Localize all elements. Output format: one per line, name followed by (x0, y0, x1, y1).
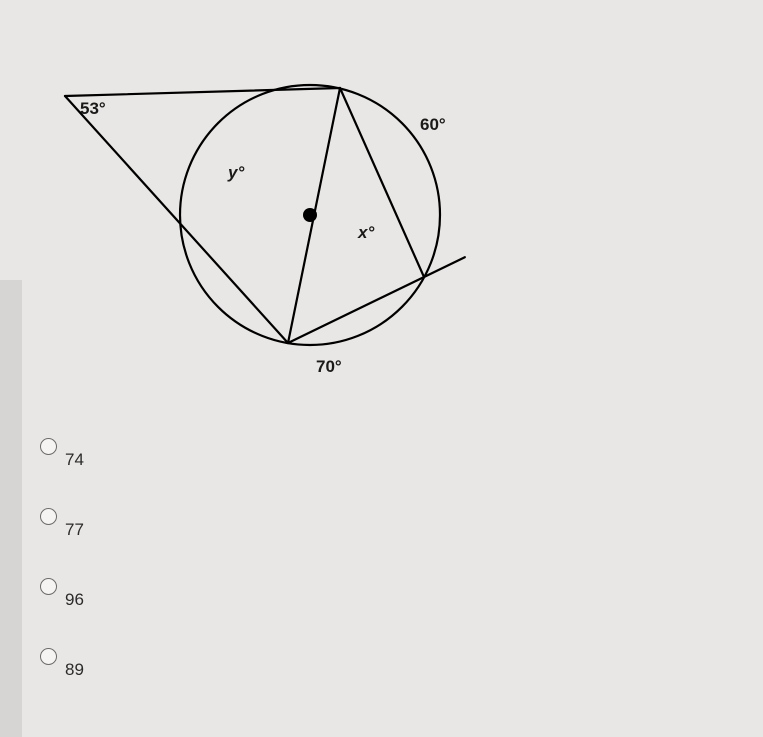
svg-text:70°: 70° (316, 357, 342, 376)
option-0[interactable]: 74 (40, 440, 84, 470)
option-1[interactable]: 77 (40, 510, 84, 540)
answer-options: 74 77 96 89 (40, 440, 84, 680)
svg-text:y°: y° (227, 163, 244, 182)
circle-diagram: 53° 60° 70° y° x° (20, 40, 520, 410)
option-label: 96 (65, 590, 84, 610)
option-label: 77 (65, 520, 84, 540)
option-label: 89 (65, 660, 84, 680)
svg-text:53°: 53° (80, 99, 106, 118)
radio-icon[interactable] (40, 508, 57, 525)
option-2[interactable]: 96 (40, 580, 84, 610)
page: 53° 60° 70° y° x° 74 77 96 89 (0, 0, 763, 737)
option-3[interactable]: 89 (40, 650, 84, 680)
option-label: 74 (65, 450, 84, 470)
radio-icon[interactable] (40, 578, 57, 595)
radio-icon[interactable] (40, 648, 57, 665)
left-gutter (0, 280, 22, 737)
svg-text:x°: x° (357, 223, 374, 242)
radio-icon[interactable] (40, 438, 57, 455)
svg-text:60°: 60° (420, 115, 446, 134)
